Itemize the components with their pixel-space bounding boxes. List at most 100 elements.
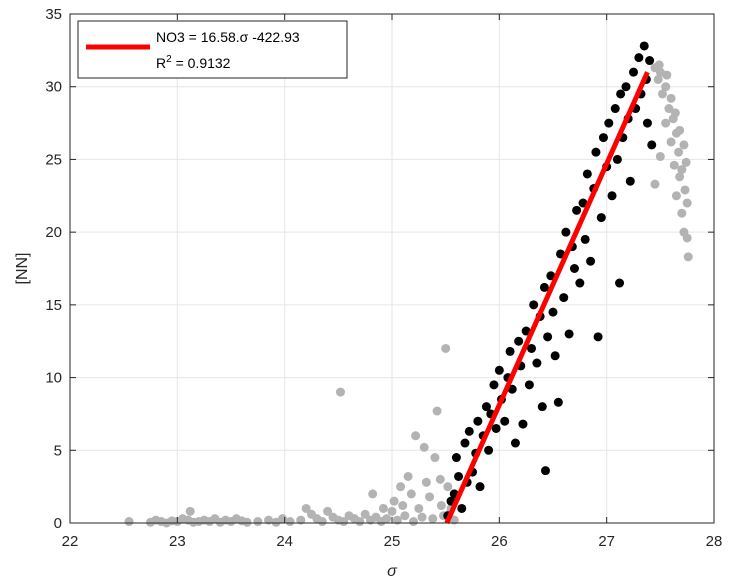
excluded-data-point (449, 515, 459, 525)
excluded-data-point (435, 474, 445, 484)
legend-equation: NO3 = 16.58.σ -422.93 (156, 29, 300, 45)
legend-r-squared: R2 = 0.9132 (156, 54, 231, 71)
excluded-data-point (443, 482, 453, 492)
excluded-data-point (428, 514, 438, 524)
excluded-data-point (661, 82, 671, 92)
included-data-point (556, 249, 566, 259)
excluded-data-point (657, 89, 667, 99)
excluded-data-point (411, 431, 421, 441)
included-data-point (559, 293, 569, 303)
included-data-point (580, 234, 590, 244)
excluded-data-point (323, 506, 333, 516)
included-data-point (639, 41, 649, 51)
included-data-point (572, 205, 582, 215)
y-tick-label: 5 (54, 442, 62, 459)
included-data-point (540, 466, 550, 476)
excluded-data-point (650, 179, 660, 189)
excluded-points (124, 60, 693, 528)
included-data-point (548, 307, 558, 317)
excluded-data-point (430, 453, 440, 463)
included-data-point (591, 147, 601, 157)
excluded-data-point (185, 506, 195, 516)
excluded-data-point (679, 140, 689, 150)
included-points (443, 41, 657, 521)
excluded-data-point (680, 185, 690, 195)
included-data-point (612, 154, 622, 164)
included-data-point (607, 191, 617, 201)
excluded-data-point (396, 482, 406, 492)
y-tick-label: 15 (45, 297, 62, 314)
included-data-point (532, 358, 542, 368)
included-data-point (647, 140, 657, 150)
included-data-point (514, 336, 524, 346)
excluded-data-point (360, 509, 370, 519)
included-data-point (615, 278, 625, 288)
included-data-point (521, 326, 531, 336)
excluded-data-point (666, 93, 676, 103)
included-data-point (553, 397, 563, 407)
included-data-point (616, 89, 626, 99)
excluded-data-point (242, 517, 252, 527)
included-data-point (642, 118, 652, 128)
included-data-point (543, 332, 553, 342)
excluded-data-point (408, 517, 418, 527)
excluded-data-point (653, 74, 663, 84)
included-data-point (524, 380, 534, 390)
excluded-data-point (355, 517, 365, 527)
excluded-data-point (682, 233, 692, 243)
excluded-data-point (253, 517, 263, 527)
excluded-data-point (419, 442, 429, 452)
excluded-data-point (339, 517, 349, 527)
excluded-data-point (285, 517, 295, 527)
excluded-data-point (414, 503, 424, 513)
y-tick-label: 30 (45, 79, 62, 96)
included-data-point (529, 300, 539, 310)
included-data-point (561, 227, 571, 237)
excluded-data-point (417, 512, 427, 522)
included-data-point (500, 416, 510, 426)
included-data-point (473, 416, 483, 426)
excluded-data-point (400, 511, 410, 521)
included-data-point (578, 198, 588, 208)
included-data-point (451, 453, 461, 463)
included-data-point (625, 176, 635, 186)
included-data-point (604, 118, 614, 128)
x-tick-labels: 22 23 24 25 26 27 28 (62, 533, 723, 550)
included-data-point (593, 332, 603, 342)
included-data-point (586, 256, 596, 266)
excluded-data-point (655, 152, 665, 162)
excluded-data-point (335, 387, 345, 397)
excluded-data-point (368, 489, 378, 499)
excluded-data-point (392, 515, 402, 525)
excluded-data-point (661, 118, 671, 128)
included-data-point (564, 329, 574, 339)
y-tick-label: 25 (45, 151, 62, 168)
excluded-data-point (378, 503, 388, 513)
excluded-data-point (421, 477, 431, 487)
excluded-data-point (675, 125, 685, 135)
excluded-data-point (681, 157, 691, 167)
excluded-data-point (654, 60, 664, 70)
included-data-point (610, 104, 620, 114)
included-data-point (629, 67, 638, 77)
x-tick-label: 23 (169, 533, 186, 550)
excluded-data-point (436, 501, 446, 511)
excluded-data-point (425, 492, 435, 502)
excluded-data-point (398, 501, 408, 511)
excluded-data-point (677, 208, 687, 218)
included-data-point (460, 438, 470, 448)
excluded-data-point (683, 252, 693, 262)
legend-r-exponent: 2 (166, 54, 172, 65)
x-tick-label: 25 (384, 533, 401, 550)
excluded-data-point (301, 503, 311, 513)
included-data-point (621, 82, 631, 92)
included-data-point (491, 423, 501, 433)
excluded-data-point (403, 471, 413, 481)
excluded-data-point (317, 517, 327, 527)
excluded-data-point (387, 506, 397, 516)
included-data-point (596, 213, 606, 223)
axis-ticks (69, 13, 715, 524)
included-data-point (510, 438, 520, 448)
